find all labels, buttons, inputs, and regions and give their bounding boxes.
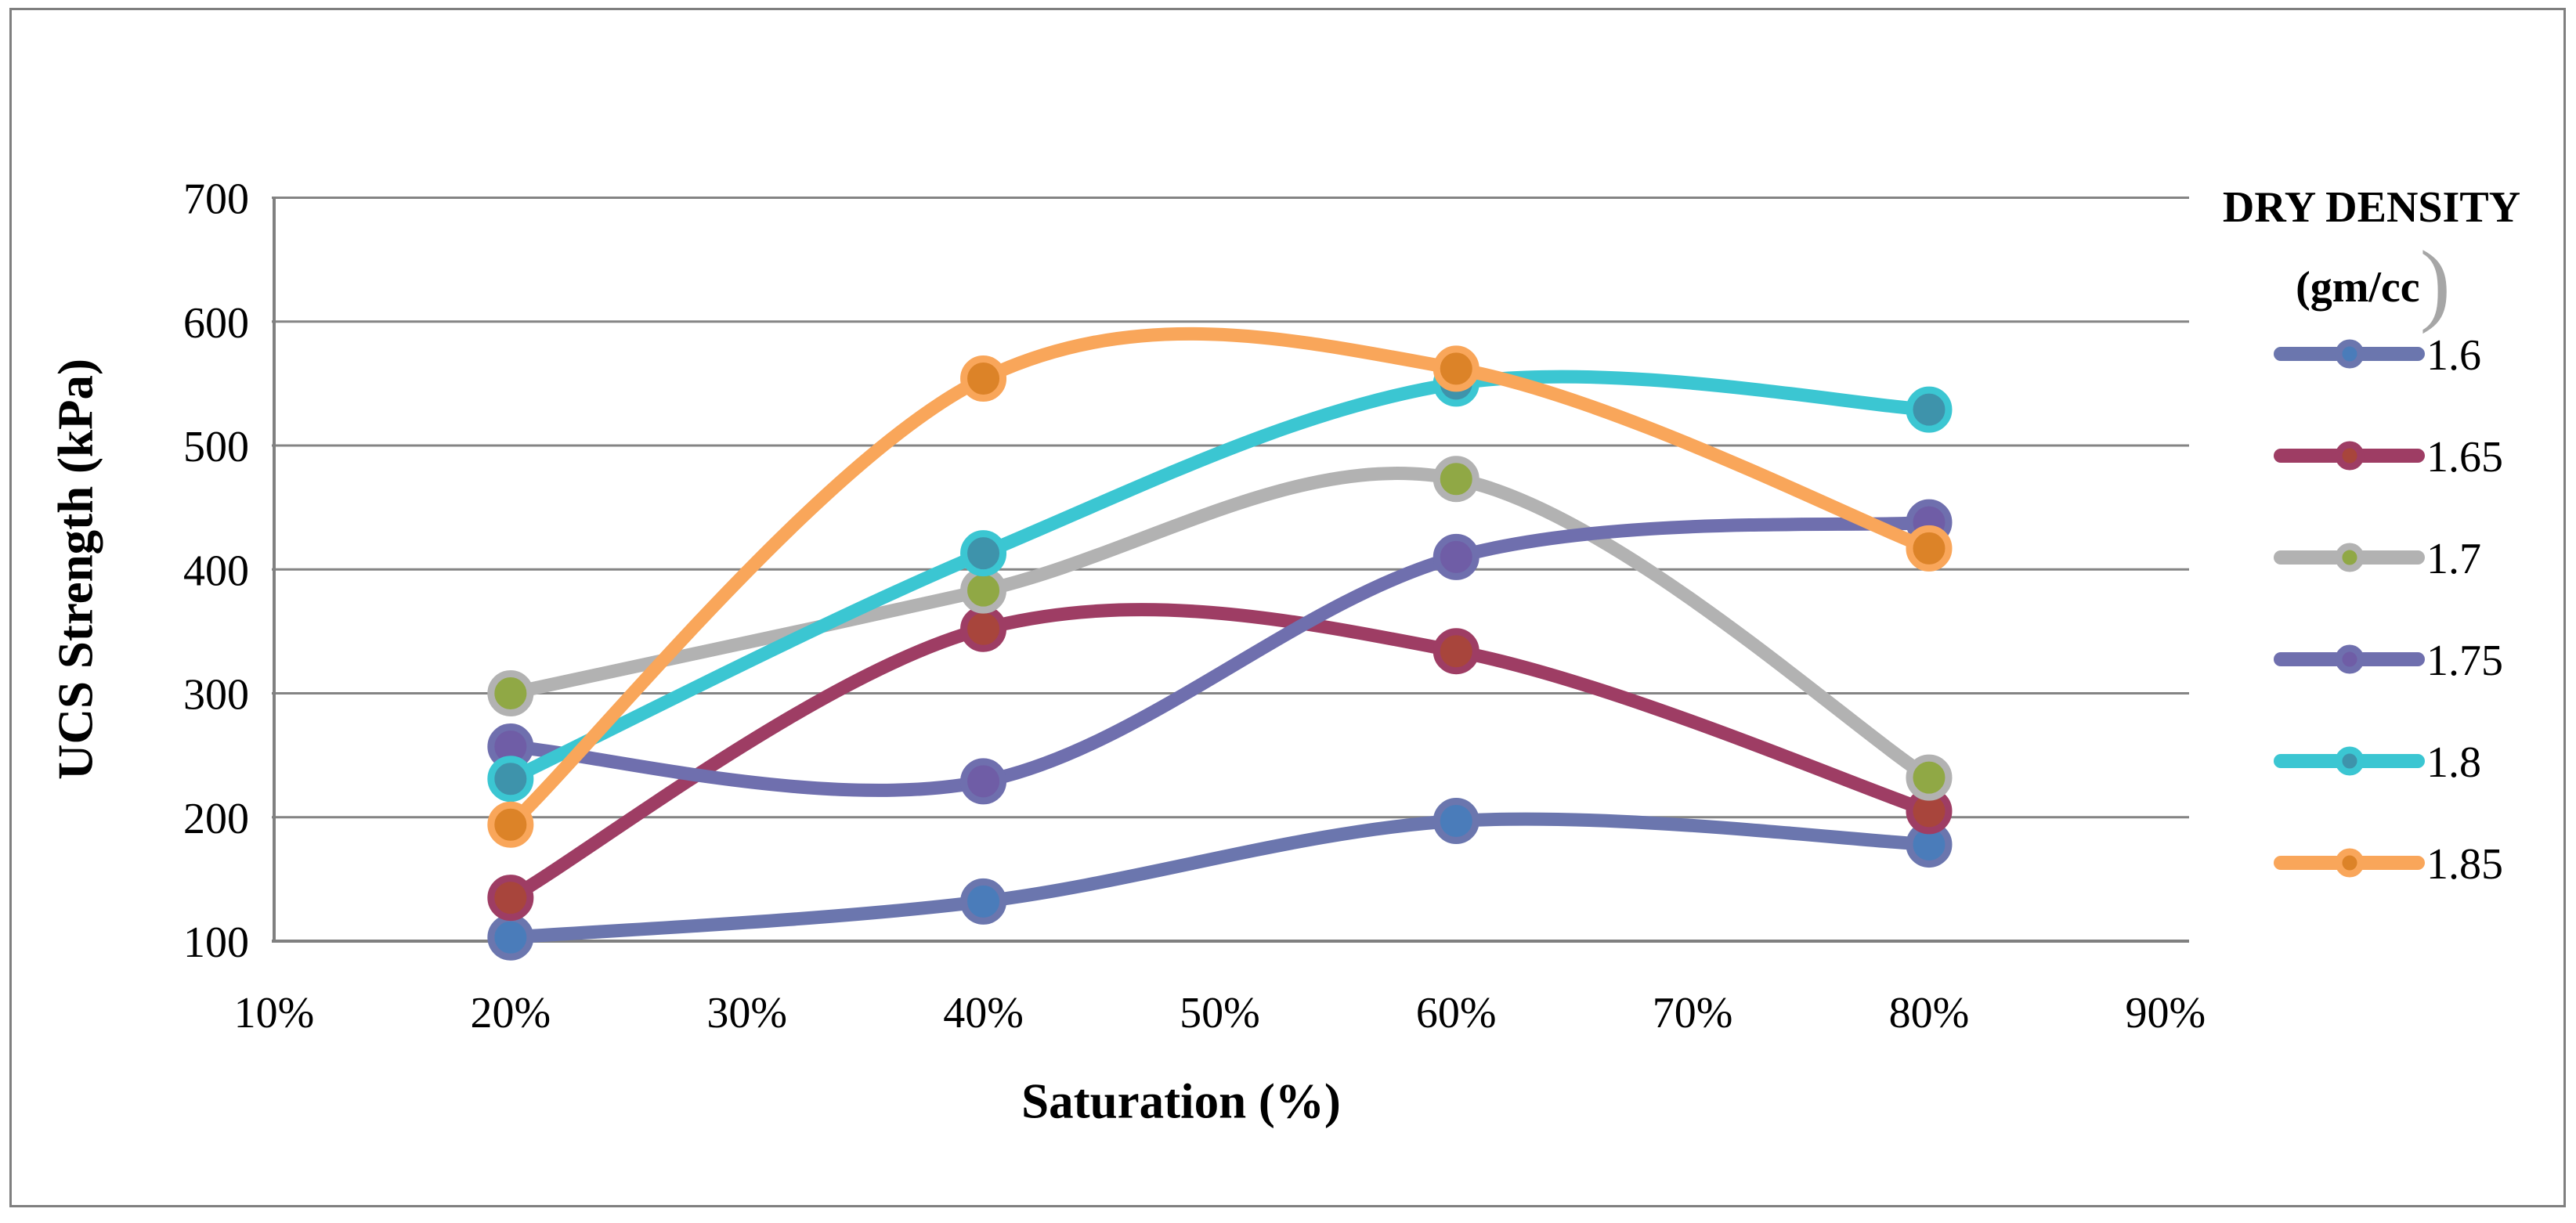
x-axis-title: Saturation (%) [1021, 1073, 1341, 1129]
y-tick-label-600: 600 [183, 299, 249, 348]
x-tick-label-40%: 40% [943, 989, 1024, 1037]
data-point-1.6-40pct [960, 878, 1007, 925]
legend-label-1.7: 1.7 [2426, 535, 2481, 583]
legend-swatch-marker-1.85 [2335, 848, 2365, 878]
data-point-1.65-40pct [960, 605, 1007, 652]
series-line-1.6 [504, 812, 1936, 944]
legend-swatch-marker-1.6 [2335, 339, 2365, 369]
data-point-1.65-20pct [487, 875, 534, 922]
series-line-1.75 [504, 515, 1936, 797]
legend-swatch-marker-1.65 [2335, 441, 2365, 471]
data-point-1.7-80pct [1906, 754, 1953, 801]
data-point-1.6-20pct [487, 914, 534, 961]
x-tick-label-10%: 10% [234, 989, 315, 1037]
data-point-1.85-20pct [487, 801, 534, 848]
series-line-1.85 [504, 326, 1936, 832]
legend-swatch-marker-1.8 [2335, 746, 2365, 776]
data-point-1.6-60pct [1433, 797, 1479, 844]
x-tick-label-30%: 30% [706, 989, 787, 1037]
x-tick-label-20%: 20% [471, 989, 551, 1037]
figure-border [9, 8, 2566, 1207]
data-point-1.85-60pct [1433, 345, 1479, 392]
y-tick-label-300: 300 [183, 671, 249, 720]
y-tick-label-700: 700 [183, 175, 249, 224]
x-tick-label-60%: 60% [1416, 989, 1497, 1037]
legend-label-1.6: 1.6 [2426, 331, 2481, 380]
legend-label-1.75: 1.75 [2426, 637, 2503, 685]
legend-label-1.65: 1.65 [2426, 433, 2503, 482]
data-point-1.7-20pct [487, 670, 534, 716]
data-point-1.75-40pct [960, 758, 1007, 805]
x-tick-label-90%: 90% [2125, 989, 2206, 1037]
legend-label-1.8: 1.8 [2426, 738, 2481, 787]
legend-swatch-marker-1.7 [2335, 543, 2365, 572]
series-line-1.8 [504, 370, 1936, 786]
x-tick-label-70%: 70% [1653, 989, 1733, 1037]
x-tick-label-80%: 80% [1889, 989, 1970, 1037]
data-point-1.7-40pct [960, 567, 1007, 614]
data-point-1.8-20pct [487, 756, 534, 803]
data-point-1.65-60pct [1433, 628, 1479, 675]
x-tick-label-50%: 50% [1180, 989, 1260, 1037]
legend-title-units: (gm/cc) [2296, 232, 2451, 335]
data-point-1.85-40pct [960, 355, 1007, 402]
data-point-1.8-80pct [1906, 386, 1953, 433]
legend-title: DRY DENSITY [2222, 183, 2521, 232]
legend-label-1.85: 1.85 [2426, 840, 2503, 889]
y-tick-label-400: 400 [183, 547, 249, 595]
y-tick-label-100: 100 [183, 918, 249, 967]
data-point-1.7-60pct [1433, 456, 1479, 503]
data-point-1.75-60pct [1433, 533, 1479, 580]
series-line-1.7 [504, 467, 1936, 785]
legend-swatch-marker-1.75 [2335, 644, 2365, 674]
legend-units-text: (gm/cc [2296, 263, 2420, 312]
y-axis-title: UCS Strength (kPa) [48, 359, 103, 780]
y-tick-label-200: 200 [183, 795, 249, 843]
data-point-1.85-80pct [1906, 525, 1953, 572]
series-line-1.65 [504, 603, 1936, 905]
data-point-1.8-40pct [960, 530, 1007, 577]
y-tick-label-500: 500 [183, 423, 249, 471]
